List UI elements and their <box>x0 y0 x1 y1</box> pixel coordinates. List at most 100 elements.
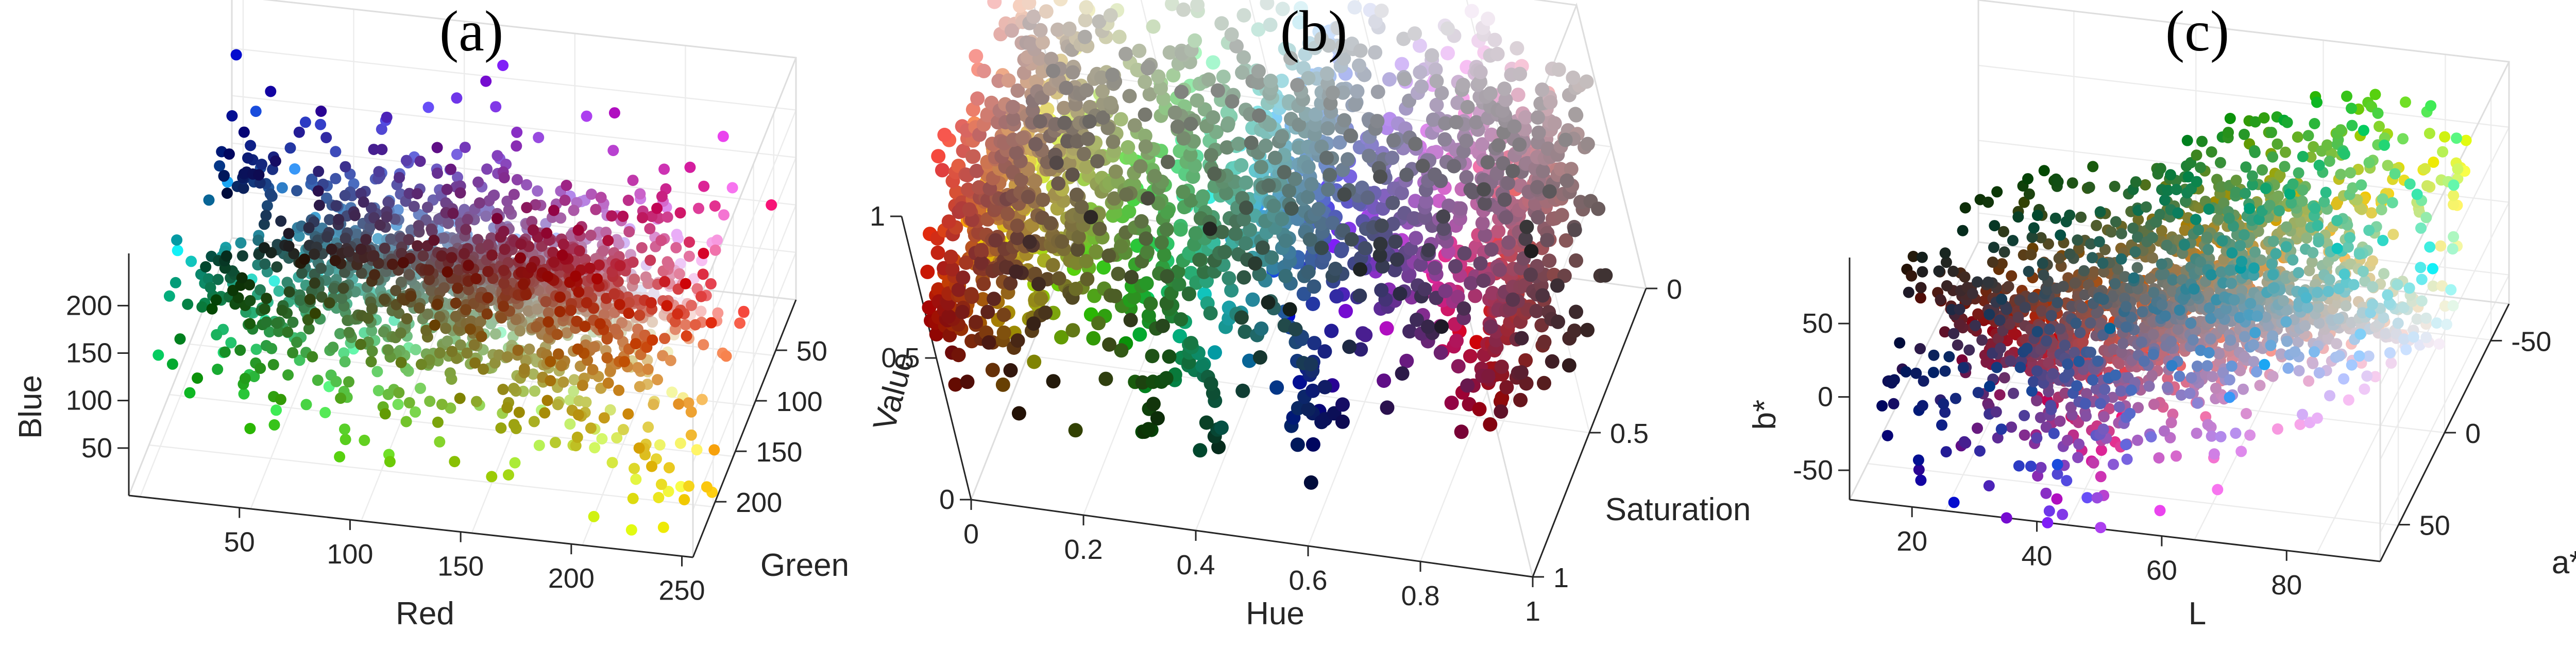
data-point <box>644 223 656 234</box>
data-point <box>320 132 332 144</box>
data-point <box>511 174 523 185</box>
data-point <box>564 418 576 430</box>
data-point <box>244 279 256 291</box>
data-point <box>930 245 945 260</box>
data-point <box>283 240 295 252</box>
data-point <box>520 289 532 301</box>
panel-a-z-axis-label: Blue <box>13 375 48 439</box>
data-point <box>648 287 660 299</box>
data-point <box>1512 137 1527 152</box>
data-point <box>339 356 351 368</box>
data-point <box>1437 132 1452 147</box>
data-point <box>471 396 482 407</box>
data-point <box>424 396 436 407</box>
data-point <box>328 282 340 294</box>
data-point <box>454 392 466 404</box>
panel-b-points <box>920 0 1613 490</box>
data-point <box>1540 233 1555 248</box>
x-axis-tick-label: 60 <box>2146 555 2177 586</box>
data-point <box>259 303 270 315</box>
z-axis-tick-label: 0 <box>939 484 955 515</box>
data-point <box>474 316 486 328</box>
data-point <box>1105 67 1120 82</box>
data-point <box>738 305 750 317</box>
data-point <box>1493 262 1507 277</box>
data-point <box>1537 375 1551 390</box>
data-point <box>1290 78 1305 93</box>
data-point <box>517 278 529 290</box>
data-point <box>595 192 607 203</box>
data-point <box>1531 210 1546 225</box>
data-point <box>382 344 394 356</box>
data-point <box>1984 309 1995 320</box>
data-point <box>364 221 376 233</box>
data-point <box>2045 400 2057 412</box>
data-point <box>1328 262 1343 276</box>
data-point <box>1049 156 1064 170</box>
data-point <box>423 264 435 276</box>
data-point <box>2031 365 2043 377</box>
data-point <box>2104 322 2116 334</box>
data-point <box>572 409 584 421</box>
data-point <box>459 248 470 260</box>
data-point <box>662 256 673 268</box>
data-point <box>2012 312 2024 323</box>
data-point <box>303 323 315 335</box>
data-point <box>1236 270 1251 285</box>
data-point <box>1343 128 1358 143</box>
data-point <box>1028 174 1043 189</box>
data-point <box>403 234 415 246</box>
data-point <box>481 163 493 175</box>
data-point <box>981 335 996 350</box>
data-point <box>265 86 277 97</box>
data-point <box>1141 191 1155 206</box>
data-point <box>1434 319 1449 334</box>
data-point <box>1915 282 1927 294</box>
data-point <box>2076 302 2088 314</box>
data-point <box>555 360 567 371</box>
data-point <box>261 293 273 304</box>
data-point <box>268 275 280 287</box>
data-point <box>550 437 561 449</box>
data-point <box>1481 369 1496 383</box>
data-point <box>1491 224 1506 238</box>
data-point <box>1320 121 1335 136</box>
data-point <box>2047 368 2059 380</box>
data-point <box>935 163 950 178</box>
data-point <box>606 457 618 469</box>
data-point <box>2202 419 2214 431</box>
data-point <box>1567 323 1582 338</box>
data-point <box>597 245 609 257</box>
data-point <box>349 210 361 221</box>
data-point <box>1154 235 1169 250</box>
data-point <box>2143 380 2155 392</box>
data-point <box>2025 460 2037 472</box>
data-point <box>340 434 351 446</box>
data-point <box>521 202 533 214</box>
data-point <box>1325 86 1340 100</box>
data-point <box>1317 380 1332 395</box>
data-point <box>1090 154 1105 169</box>
data-point <box>1319 150 1334 165</box>
data-point <box>1188 33 1202 48</box>
data-point <box>482 239 494 251</box>
data-point <box>1245 292 1260 307</box>
data-point <box>2057 508 2069 520</box>
data-point <box>1982 276 1994 288</box>
data-point <box>2057 281 2069 292</box>
data-point <box>267 358 279 370</box>
data-point <box>252 234 264 246</box>
data-point <box>422 101 434 113</box>
data-point <box>691 444 703 456</box>
data-point <box>1876 400 1888 412</box>
data-point <box>1566 70 1581 85</box>
x-axis-tick-label: 40 <box>2021 540 2052 571</box>
data-point <box>2073 438 2085 450</box>
data-point <box>2019 429 2030 441</box>
data-point <box>654 439 666 451</box>
data-point <box>360 234 372 246</box>
data-point <box>533 439 545 451</box>
data-point <box>333 214 345 226</box>
data-point <box>1935 294 1946 305</box>
